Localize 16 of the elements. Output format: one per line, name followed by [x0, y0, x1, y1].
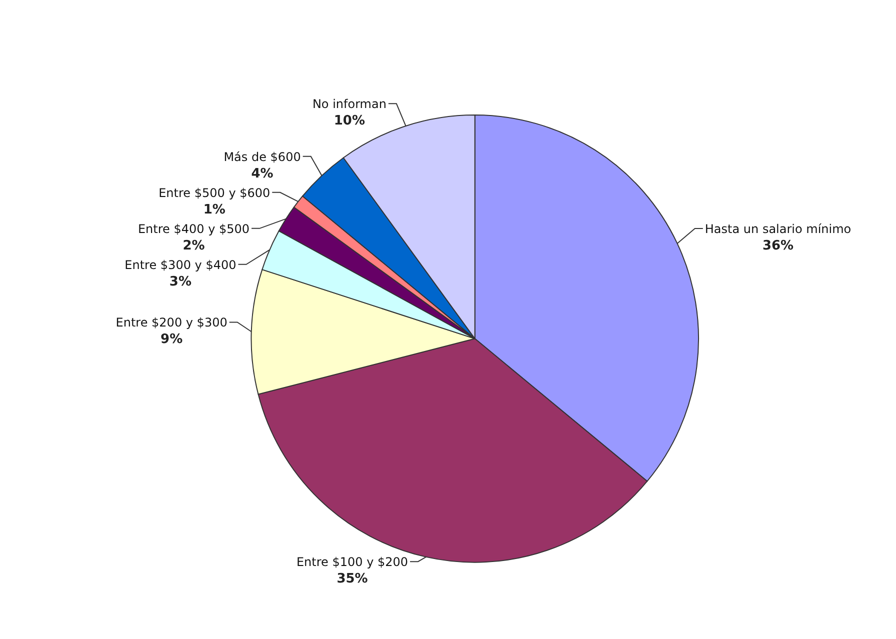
slice-label: Entre $400 y $500 — [138, 222, 250, 236]
slice-label: Entre $200 y $300 — [116, 316, 228, 330]
data-label: 36% — [762, 238, 794, 254]
slice-label: Entre $500 y $600 — [158, 186, 270, 200]
data-label: 1% — [203, 202, 226, 218]
slice-label: Entre $300 y $400 — [124, 258, 236, 272]
data-label: 4% — [251, 166, 274, 182]
slice-label: Más de $600 — [224, 150, 301, 164]
slice-label: No informan — [312, 97, 386, 112]
data-label: 2% — [182, 238, 205, 254]
data-label: 9% — [160, 332, 183, 348]
data-label: 35% — [336, 572, 368, 587]
slice-label: Entre $100 y $200 — [296, 555, 408, 570]
slice-label: Hasta un salario mínimo — [704, 222, 852, 236]
data-label: 10% — [334, 114, 365, 129]
data-label: 3% — [169, 274, 192, 290]
